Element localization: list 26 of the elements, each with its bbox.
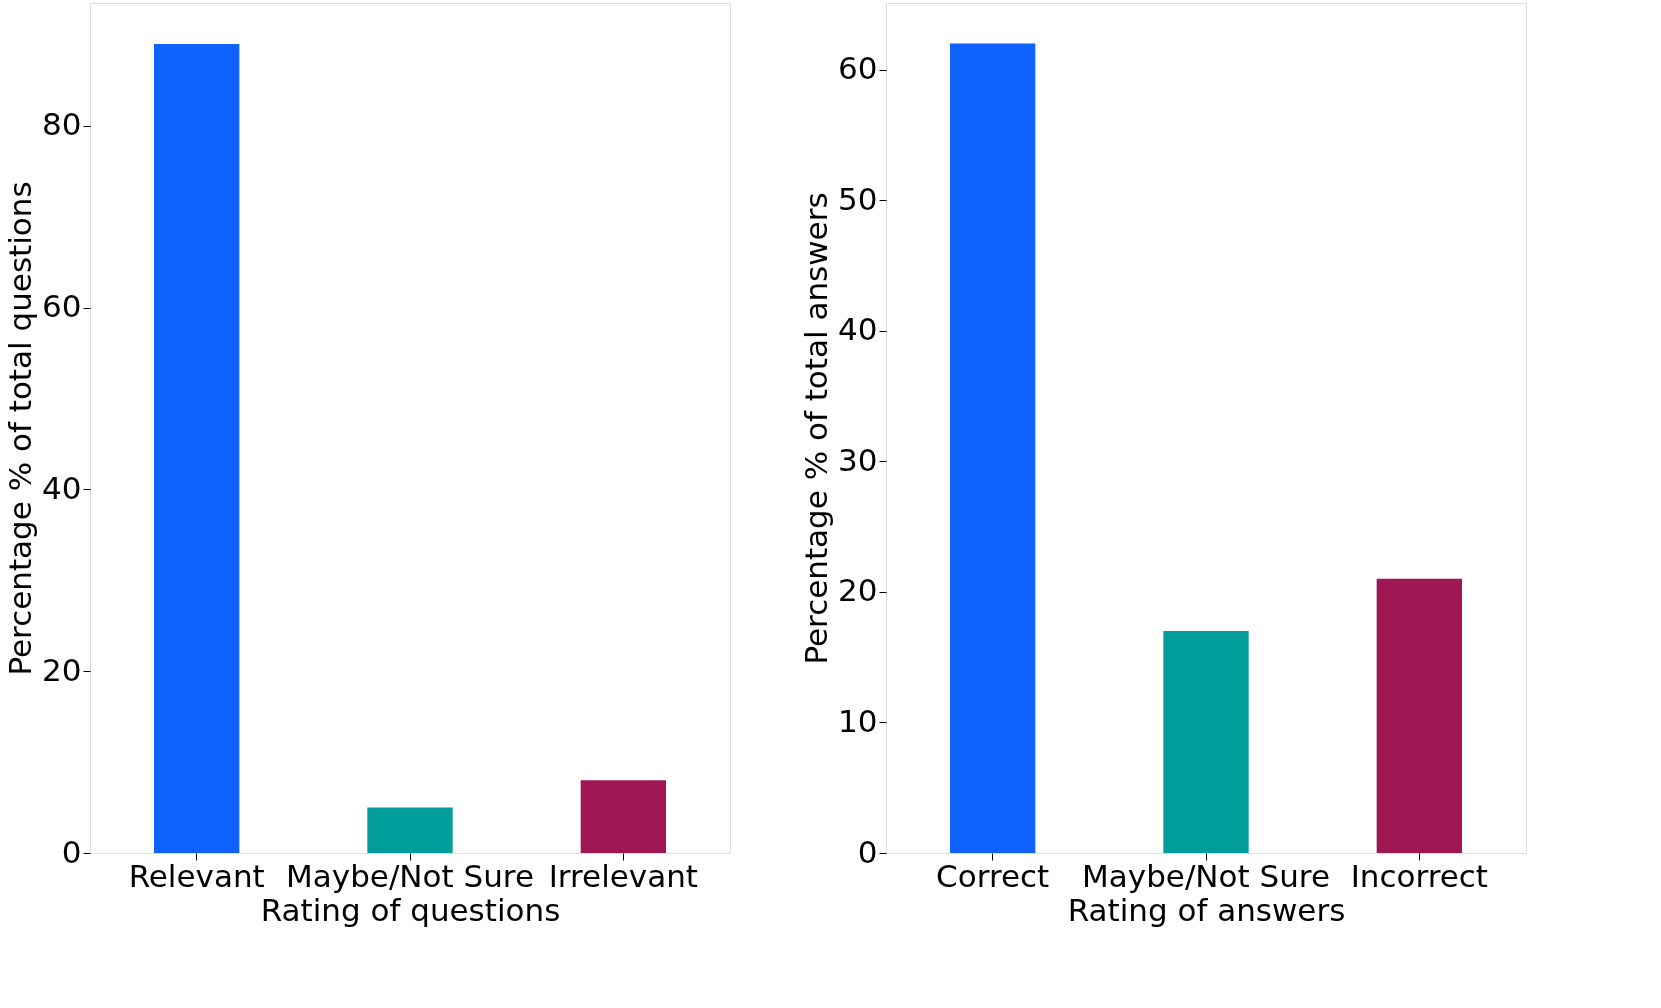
bar — [1163, 631, 1249, 853]
y-tick-label: 0 — [61, 833, 82, 870]
x-tick-label: Incorrect — [1350, 857, 1489, 894]
y-axis-title: Percentage % of total answers — [798, 192, 835, 665]
bar — [580, 780, 666, 853]
y-tick-label: 60 — [42, 288, 82, 325]
bar — [950, 43, 1036, 853]
bar — [154, 43, 240, 853]
x-tick-label: Maybe/Not Sure — [1082, 857, 1330, 894]
x-tick-label: Maybe/Not Sure — [286, 857, 534, 894]
y-tick-label: 30 — [838, 441, 878, 478]
y-tick-label: 20 — [42, 651, 82, 688]
y-tick-label: 0 — [857, 833, 878, 870]
y-tick-label: 80 — [42, 106, 82, 143]
x-tick-label: Relevant — [128, 857, 265, 894]
y-tick-label: 50 — [838, 180, 878, 217]
x-tick-label: Correct — [936, 857, 1050, 894]
y-tick-label: 10 — [838, 702, 878, 739]
y-tick-label: 20 — [838, 572, 878, 609]
bar — [367, 807, 453, 853]
y-tick-label: 40 — [42, 469, 82, 506]
y-tick-label: 60 — [838, 50, 878, 87]
bar — [1376, 578, 1462, 853]
x-tick-label: Irrelevant — [548, 857, 698, 894]
y-tick-label: 40 — [838, 311, 878, 348]
y-axis-title: Percentage % of total questions — [2, 181, 39, 676]
